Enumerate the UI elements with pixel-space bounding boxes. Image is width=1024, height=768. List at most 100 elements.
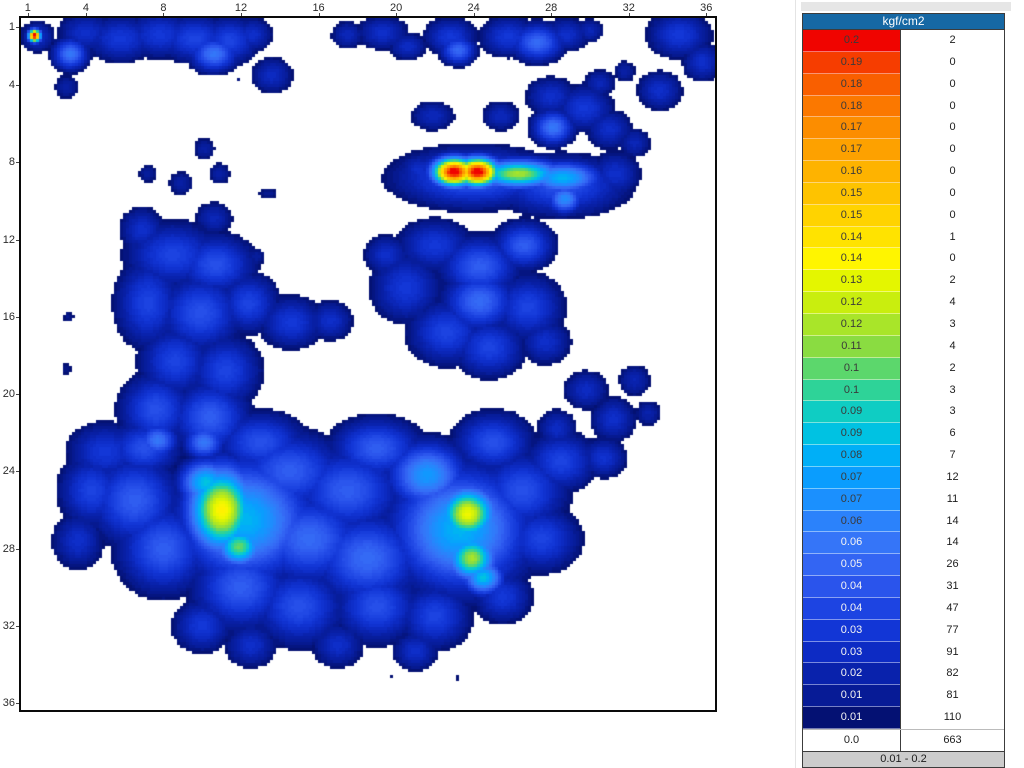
legend-row: 0.12 4	[803, 292, 1004, 314]
legend-rows: 0.2 2 0.19 0 0.18 0 0.18 0 0.17 0 0.17 0 0.16 0 0.15 0 0…	[803, 30, 1004, 751]
legend-count-cell: 12	[901, 466, 1004, 489]
legend-color-cell: 0.18	[803, 95, 901, 118]
legend-count-cell: 0	[901, 139, 1004, 162]
legend-color-cell: 0.11	[803, 335, 901, 358]
y-tick-label: 24	[2, 465, 15, 478]
legend-count-cell: 3	[901, 379, 1004, 402]
legend-row: 0.03 91	[803, 641, 1004, 664]
y-tick-mark	[16, 239, 19, 241]
legend-color-cell: 0.1	[803, 357, 901, 380]
legend-zero-row: 0.0 663	[803, 729, 1004, 751]
legend-count-cell: 0	[901, 51, 1004, 74]
y-tick-label: 28	[2, 542, 15, 555]
legend-color-cell: 0.15	[803, 182, 901, 205]
legend-zero-count: 663	[901, 730, 1004, 751]
x-tick-label: 8	[160, 2, 167, 14]
legend-row: 0.05 26	[803, 554, 1004, 577]
legend-color-cell: 0.09	[803, 401, 901, 424]
legend-color-cell: 0.05	[803, 554, 901, 577]
legend-count-cell: 0	[901, 95, 1004, 118]
legend-count-cell: 26	[901, 554, 1004, 577]
legend-row: 0.15 0	[803, 182, 1004, 205]
legend-color-cell: 0.03	[803, 619, 901, 642]
legend-color-cell: 0.17	[803, 117, 901, 140]
legend-row: 0.13 2	[803, 270, 1004, 293]
legend-color-cell: 0.04	[803, 576, 901, 598]
y-tick-label: 12	[2, 233, 15, 246]
legend-header: kgf/cm2	[803, 14, 1004, 30]
legend-count-cell: 4	[901, 292, 1004, 314]
legend-row: 0.04 31	[803, 576, 1004, 598]
legend-row: 0.01 81	[803, 685, 1004, 708]
legend-count-cell: 3	[901, 401, 1004, 424]
x-tick-label: 4	[82, 2, 89, 14]
legend-count-cell: 3	[901, 313, 1004, 336]
legend-row: 0.06 14	[803, 510, 1004, 533]
y-tick-mark	[16, 316, 19, 318]
legend-row: 0.19 0	[803, 51, 1004, 74]
legend-count-cell: 0	[901, 117, 1004, 140]
legend-color-cell: 0.16	[803, 161, 901, 183]
y-tick-label: 4	[8, 79, 15, 92]
x-tick-mark	[241, 13, 243, 16]
legend-count-cell: 2	[901, 357, 1004, 380]
legend-row: 0.1 2	[803, 357, 1004, 380]
legend-color-cell: 0.01	[803, 685, 901, 708]
legend-row: 0.09 3	[803, 401, 1004, 424]
legend-row: 0.09 6	[803, 423, 1004, 446]
legend-color-cell: 0.06	[803, 532, 901, 555]
y-tick-label: 16	[2, 310, 15, 323]
legend-count-cell: 1	[901, 226, 1004, 249]
legend-count-cell: 0	[901, 248, 1004, 271]
legend-color-cell: 0.09	[803, 423, 901, 446]
legend-count-cell: 0	[901, 182, 1004, 205]
y-tick-mark	[16, 85, 19, 87]
legend-top-strip	[801, 2, 1011, 11]
legend-color-cell: 0.19	[803, 51, 901, 74]
pressure-legend-panel: kgf/cm2 0.2 2 0.19 0 0.18 0 0.18 0 0.17 0 0.17 0 0.1…	[802, 13, 1005, 768]
legend-row: 0.14 0	[803, 248, 1004, 271]
legend-zero-value: 0.0	[803, 730, 901, 751]
legend-row: 0.07 12	[803, 466, 1004, 489]
legend-count-cell: 14	[901, 510, 1004, 533]
legend-color-cell: 0.01	[803, 707, 901, 729]
legend-color-cell: 0.13	[803, 270, 901, 293]
legend-count-cell: 2	[901, 270, 1004, 293]
x-tick-label: 36	[700, 2, 713, 14]
plot-border	[19, 16, 717, 712]
legend-count-cell: 0	[901, 73, 1004, 96]
x-tick-mark	[706, 13, 708, 16]
legend-color-cell: 0.08	[803, 445, 901, 467]
legend-count-cell: 110	[901, 707, 1004, 729]
legend-row: 0.11 4	[803, 335, 1004, 358]
y-tick-label: 20	[2, 388, 15, 401]
legend-count-cell: 0	[901, 161, 1004, 183]
legend-row: 0.04 47	[803, 597, 1004, 620]
x-tick-label: 28	[545, 2, 558, 14]
legend-row: 0.2 2	[803, 30, 1004, 52]
legend-count-cell: 2	[901, 30, 1004, 52]
legend-row: 0.16 0	[803, 161, 1004, 183]
legend-color-cell: 0.14	[803, 226, 901, 249]
legend-count-cell: 31	[901, 576, 1004, 598]
legend-color-cell: 0.12	[803, 292, 901, 314]
legend-count-cell: 0	[901, 204, 1004, 227]
legend-row: 0.15 0	[803, 204, 1004, 227]
x-tick-mark	[473, 13, 475, 16]
legend-row: 0.18 0	[803, 73, 1004, 96]
x-tick-mark	[27, 13, 29, 16]
x-tick-label: 32	[622, 2, 635, 14]
legend-row: 0.12 3	[803, 313, 1004, 336]
legend-row: 0.03 77	[803, 619, 1004, 642]
x-tick-label: 16	[312, 2, 325, 14]
x-tick-mark	[318, 13, 320, 16]
legend-color-cell: 0.15	[803, 204, 901, 227]
legend-color-cell: 0.2	[803, 30, 901, 52]
y-tick-mark	[16, 625, 19, 627]
legend-count-cell: 7	[901, 445, 1004, 467]
legend-count-cell: 14	[901, 532, 1004, 555]
legend-row: 0.02 82	[803, 663, 1004, 686]
legend-color-cell: 0.1	[803, 379, 901, 402]
x-tick-mark	[396, 13, 398, 16]
